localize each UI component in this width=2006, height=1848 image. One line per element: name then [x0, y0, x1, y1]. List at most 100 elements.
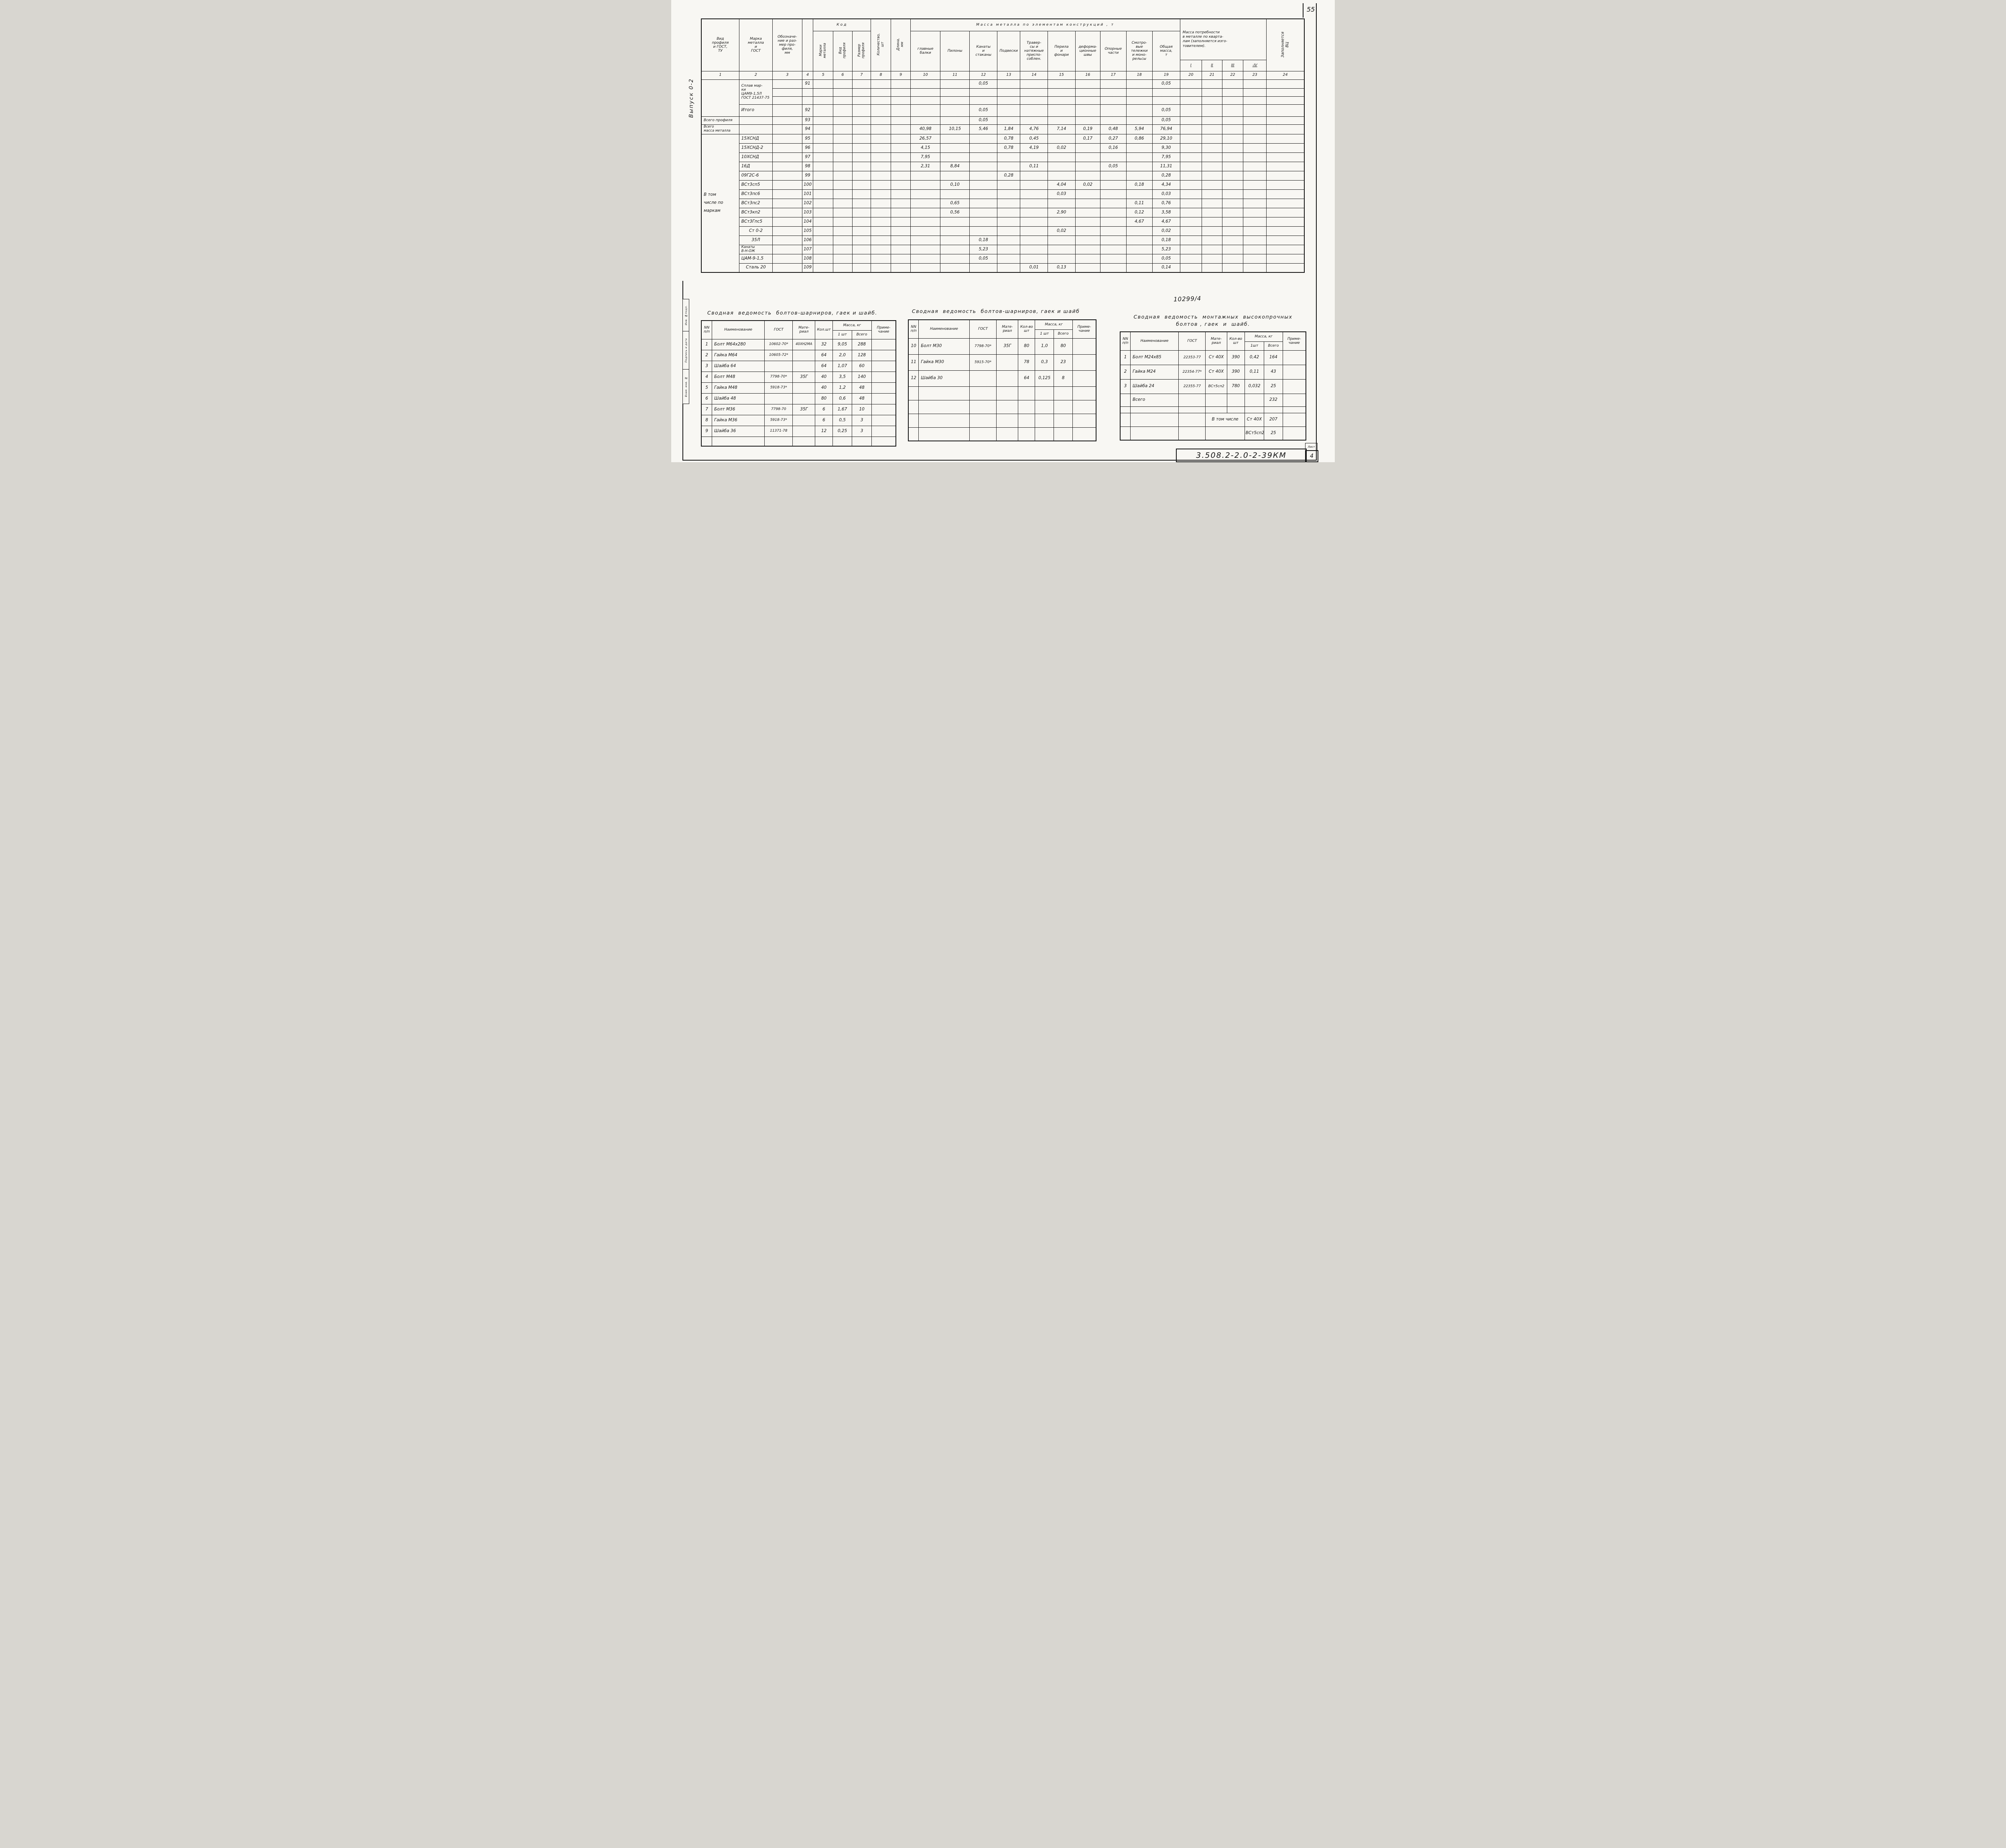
mass-value: 4,15 — [910, 143, 940, 153]
col-header-expansion: деформа- ционные швы — [1075, 30, 1101, 71]
row-code: 107 — [802, 244, 814, 254]
quarter-4: -IV — [1243, 59, 1267, 71]
stamp-box: Подпись и дата — [682, 331, 689, 370]
mass-value: 0,02 — [1075, 180, 1101, 190]
row-code: 105 — [802, 226, 814, 236]
table-row: 1 Болт М24х85 22353-77 Ст 40Х 390 0,42 164 — [1120, 350, 1306, 365]
col-header-qty: Кол-во шт — [1018, 319, 1035, 339]
col-header-code-profile: Вид профиля — [833, 30, 853, 71]
table-row-91: Сплав мар- ки ЦАМ9-1,5Л ГОСТ 21437-75 91… — [701, 79, 1305, 117]
table-row-100: ВСт3сп5 100 0,10 4,04 0,02 0,18 4,34 — [701, 180, 1305, 190]
stamp-box: Инв. №подл. — [682, 299, 689, 332]
table-row: NN п/п Наименование ГОСТ Мате- риал Кол-… — [908, 319, 1096, 339]
col-header-designation: Обозначе- ние и раз- мер про- филя, мм — [772, 18, 802, 71]
mass-value: 5,46 — [969, 124, 997, 134]
band-mass: Масса металла по элементам конструкций ,… — [910, 18, 1180, 31]
col-header-trolleys: Смотро- вые тележки и моно- рельсы — [1126, 30, 1153, 71]
mass-value: 0,05 — [969, 79, 997, 89]
table-row: 5 Гайка М48 5918-73* 40 1,2 48 — [701, 382, 896, 394]
mass-value: 0,56 — [940, 207, 970, 217]
table-row — [908, 400, 1096, 414]
col-header-material: Мате- риал — [792, 320, 816, 339]
row-label: 15ХСНД-2 — [739, 143, 773, 153]
row-label: ВСт3Гпс5 — [739, 217, 773, 227]
quarter-1: I — [1180, 59, 1202, 71]
table-row: 6 Шайба 48 80 0,6 48 — [701, 393, 896, 404]
mass-value: 0,05 — [1152, 79, 1180, 89]
mass-value: 7,95 — [910, 152, 940, 162]
mass-value: 4,67 — [1126, 217, 1153, 227]
col-header-total: Всего — [1054, 329, 1073, 339]
col-header-main-beams: главные балки — [910, 30, 940, 71]
total-label: Всего — [1130, 393, 1179, 407]
row-label: Всего масса металла — [701, 124, 739, 134]
row-code: 102 — [802, 198, 814, 208]
mass-value: 7,14 — [1048, 124, 1076, 134]
table-row — [908, 427, 1096, 441]
col-header-ropes: Канаты и стаканы — [969, 30, 997, 71]
row-label: ЦАМ-9-1,5 — [739, 254, 773, 264]
breakdown-grade: ВСт5сп2 — [1244, 426, 1265, 441]
col-header-profile: Вид профиля и ГОСТ, ТУ — [701, 18, 739, 71]
mass-value: 0,05 — [969, 104, 997, 117]
mass-value: 0,18 — [1152, 235, 1180, 245]
col-header-hangers: Подвески — [997, 30, 1021, 71]
frame-bottom — [682, 460, 1317, 461]
mass-value: 1,84 — [997, 124, 1021, 134]
col-header-qty: Кол.шт — [815, 320, 833, 339]
bolt-table-left-title: Сводная ведомость болтов-шарниров, гаек … — [707, 310, 877, 316]
mass-value: 5,23 — [969, 244, 997, 254]
bolt-table-right: NN п/п Наименование ГОСТ Мате- риал Кол-… — [1120, 331, 1306, 441]
mass-value: 0,05 — [969, 116, 997, 125]
table-row: 4 Болт М48 7798-70* 35Г 40 3,5 140 — [701, 371, 896, 383]
mass-value: 0,86 — [1126, 134, 1153, 144]
col-header-one: 1шт — [1244, 341, 1265, 351]
table-row: 3 Шайба 64 64 1,07 60 — [701, 360, 896, 372]
col-header-qty: Кол-во шт — [1226, 331, 1245, 351]
table-row — [908, 413, 1096, 428]
mass-value: 0,02 — [1152, 226, 1180, 236]
bolt-table-right-title-2: болтов , гаек и шайб. — [1176, 321, 1250, 327]
mass-value: 0,10 — [940, 180, 970, 190]
row-label: 16Д — [739, 161, 773, 171]
mass-value: 4,19 — [1020, 143, 1048, 153]
breakdown-value: 207 — [1264, 412, 1283, 427]
table-row: 11 Гайка М30 5915-70* 78 0,3 23 — [908, 354, 1096, 371]
table-row — [701, 436, 896, 447]
table-row — [701, 88, 1305, 97]
stamp-label: Взам. инв. № — [684, 376, 688, 397]
col-header-note: Приме- чание — [1072, 319, 1096, 339]
table-row-97: 10ХСНД 97 7,95 7,95 — [701, 152, 1305, 162]
mass-value: 0,17 — [1075, 134, 1101, 144]
col-header-note: Приме- чание — [1282, 331, 1306, 351]
mass-value: 0,05 — [1152, 254, 1180, 264]
page-number: 55 — [1307, 6, 1315, 13]
mass-value: 0,78 — [997, 143, 1021, 153]
table-row: 8 Гайка М36 5918-73* 6 0,5 3 — [701, 414, 896, 426]
table-row — [701, 96, 1305, 105]
stamp-label: Подпись и дата — [684, 338, 688, 363]
mass-value: 0,45 — [1020, 134, 1048, 144]
stamp-box: Взам. инв. № — [682, 369, 689, 404]
table-row-102: ВСт3пс2 102 0,65 0,11 0,76 — [701, 198, 1305, 208]
band-quarters: Масса потребности в металле по кварта- л… — [1180, 18, 1267, 60]
mass-value: 5,23 — [1152, 244, 1180, 254]
row-code: 92 — [802, 104, 814, 117]
row-code: 106 — [802, 235, 814, 245]
column-number-row: 1 2 3 4 5 6 7 8 9 10 11 12 13 14 15 16 17 18 19 20 21 22 23 24 — [701, 71, 1305, 80]
bolt-table-mid-title: Сводная ведомость болтов-шарниров, гаек … — [912, 308, 1080, 314]
table-row-106: 35Л 106 0,18 0,18 — [701, 235, 1305, 245]
col-header-linecode — [802, 18, 814, 71]
table-row-105: Ст 0-2 105 0,02 0,02 — [701, 226, 1305, 236]
table-row-107: Канаты В-Н-ОЖ 107 5,23 5,23 — [701, 244, 1305, 254]
col-header-gost: ГОСТ — [969, 319, 997, 339]
col-header-qty: Количество, шт — [871, 18, 891, 71]
row-label: Канаты В-Н-ОЖ — [739, 244, 773, 254]
col-header-material: Мате- риал — [996, 319, 1019, 339]
mass-value: 0,03 — [1152, 189, 1180, 199]
mass-value: 0,13 — [1048, 263, 1076, 273]
mass-value: 4,67 — [1152, 217, 1180, 227]
table-row — [908, 386, 1096, 400]
col-header-material: Мате- риал — [1205, 331, 1227, 351]
table-row: NN п/п Наименование ГОСТ Мате- риал Кол-… — [1120, 331, 1306, 351]
